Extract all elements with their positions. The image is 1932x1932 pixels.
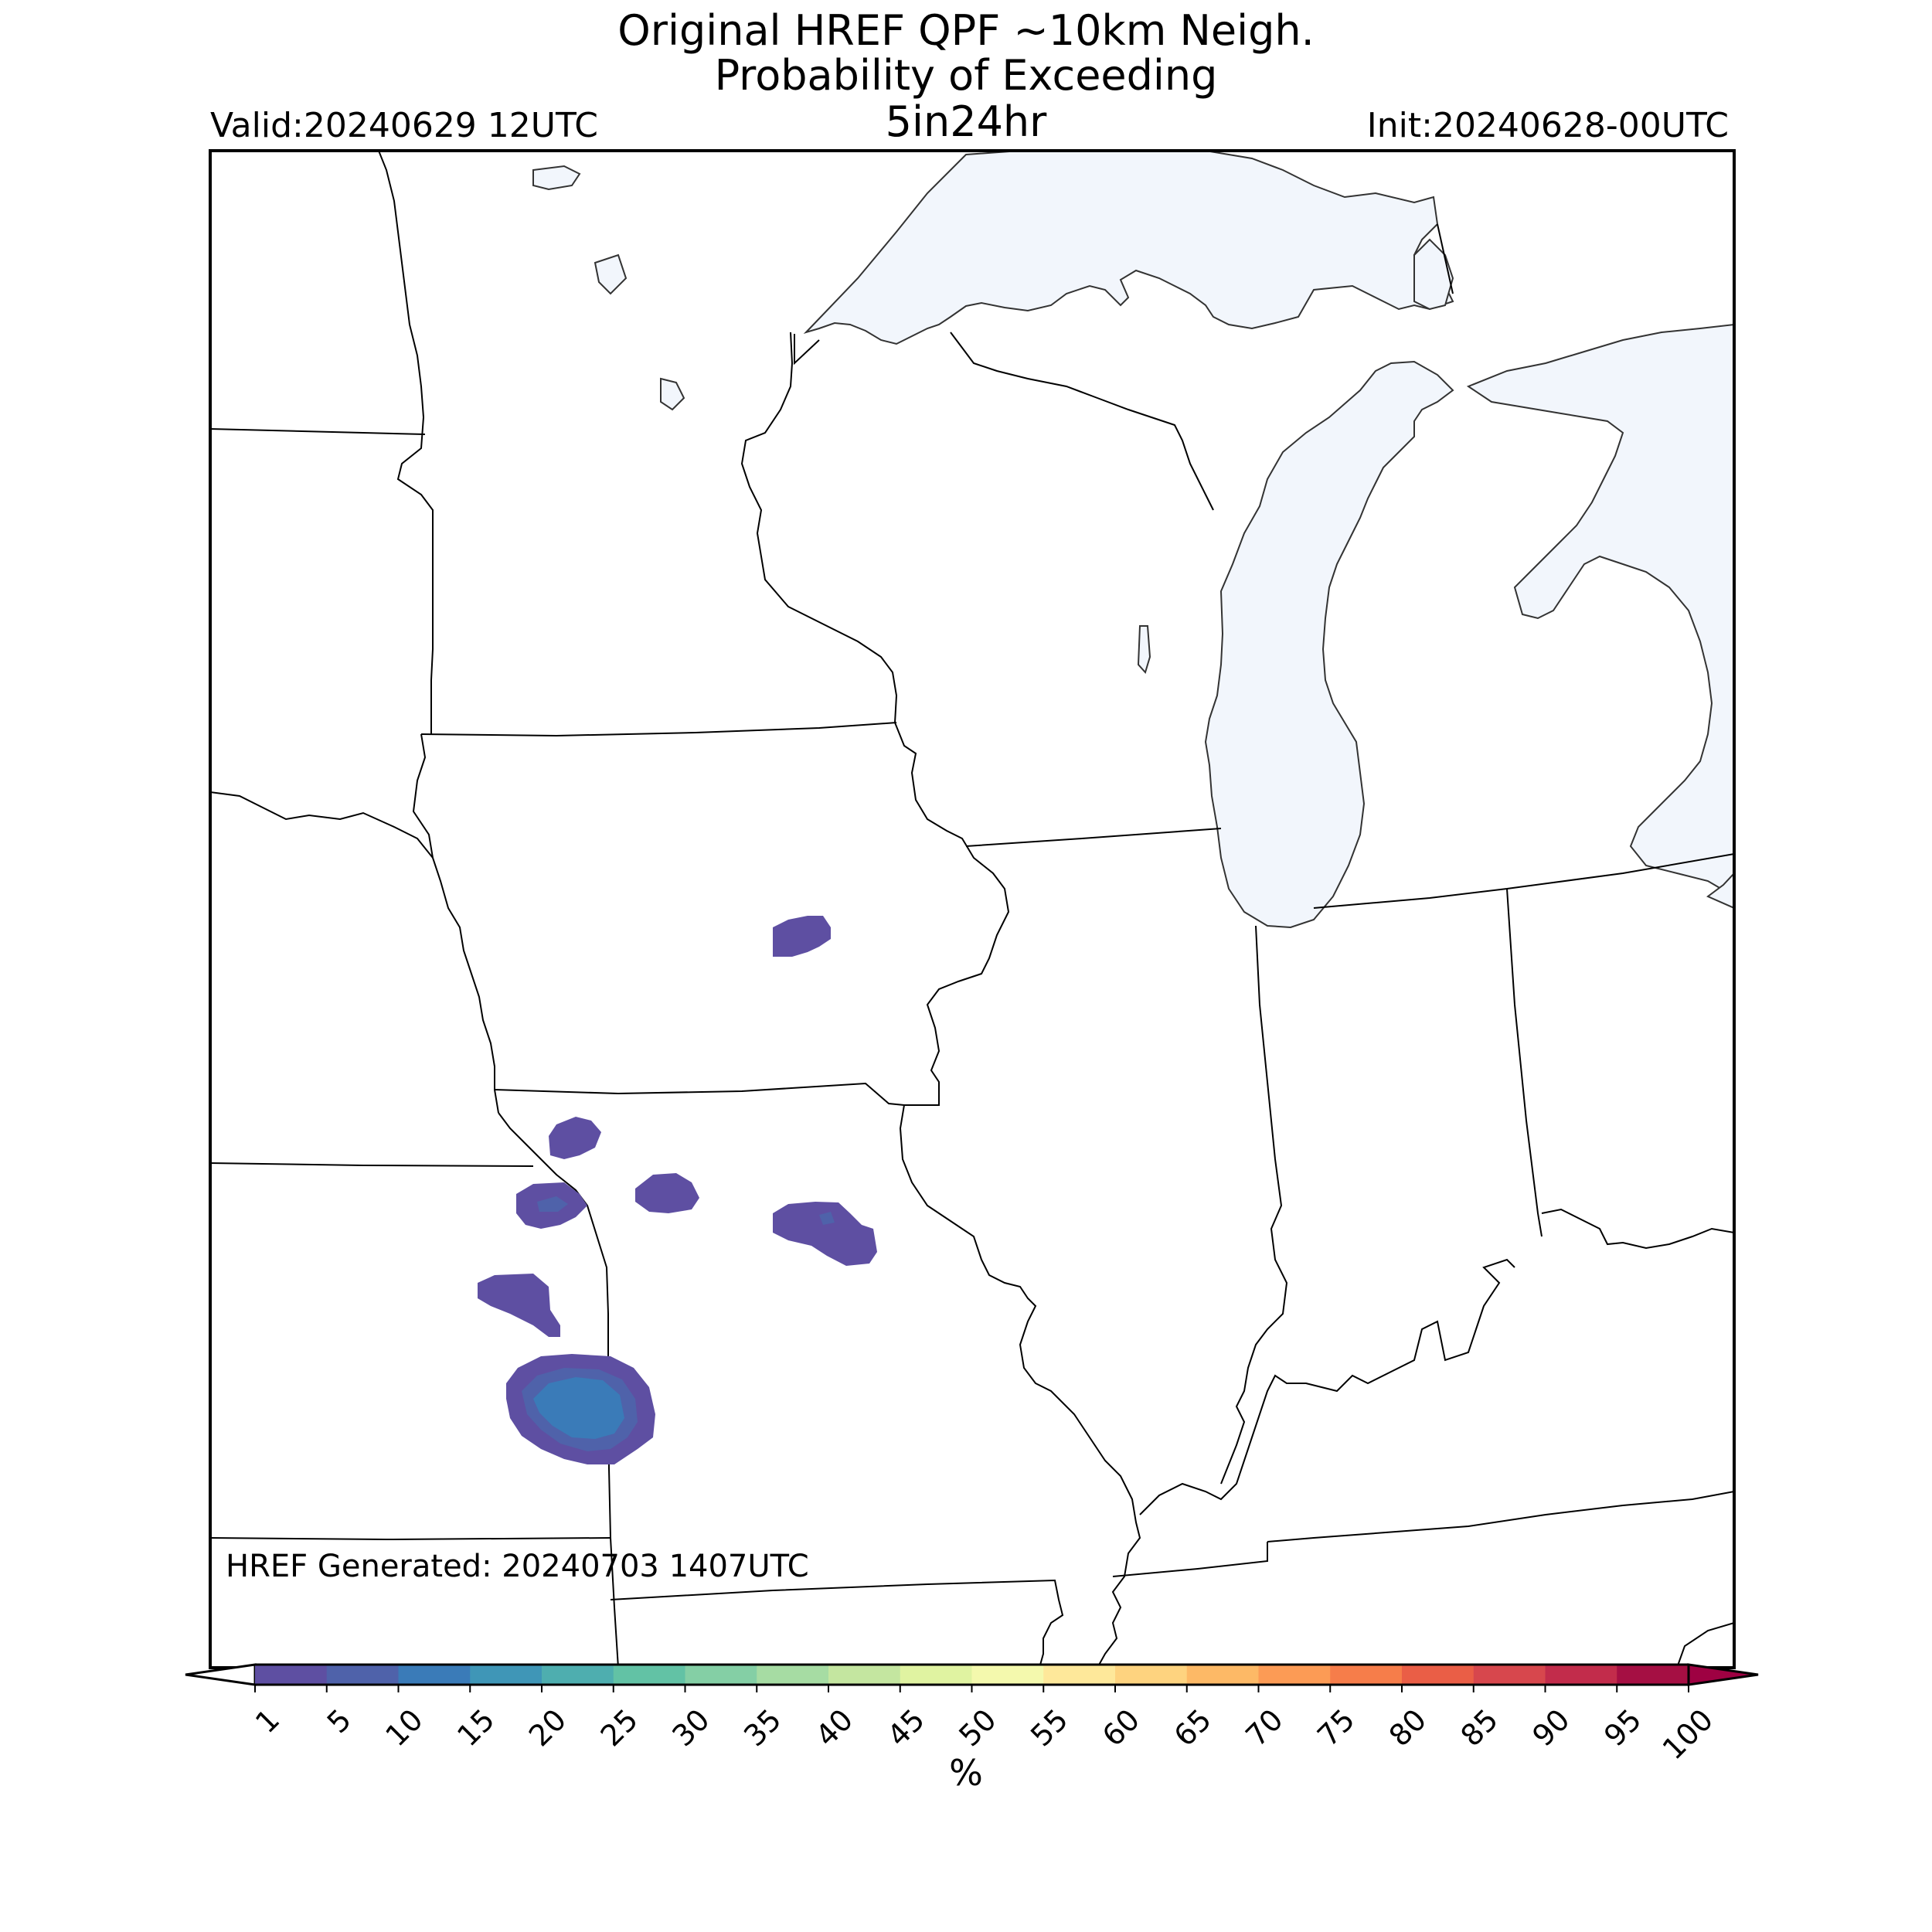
- colorbar-swatch: [398, 1665, 471, 1685]
- init-time-label: Init:20240628-00UTC: [1366, 106, 1729, 145]
- colorbar-tick-label: 35: [737, 1702, 787, 1753]
- border-ia-wi-il: [894, 722, 1010, 1106]
- prob-blob-nw-mo-inner: [537, 1196, 568, 1212]
- colorbar-tick-label: 55: [1024, 1702, 1074, 1753]
- colorbar-swatch: [1043, 1665, 1116, 1685]
- border-upper-peninsula: [950, 332, 1214, 511]
- border-ia-ne: [412, 733, 499, 1114]
- colorbar-swatch: [1115, 1665, 1188, 1685]
- border-mi-upper-right: [1437, 223, 1454, 294]
- colorbar-unit-label: %: [949, 1752, 983, 1794]
- border-nd-sd: [210, 428, 426, 435]
- colorbar-tick-label: 70: [1239, 1702, 1289, 1753]
- colorbar-tick-label: 45: [881, 1702, 931, 1753]
- lake-minnesota-3: [660, 377, 685, 411]
- colorbar-swatch: [685, 1665, 757, 1685]
- colorbar-swatch: [828, 1665, 901, 1685]
- prob-blob-e-kansas: [478, 1274, 560, 1337]
- lake-michigan: [1204, 360, 1454, 929]
- title-line-2: Probability of Exceeding: [714, 51, 1218, 100]
- border-ia-mo: [494, 1082, 905, 1106]
- prob-blob-ne-missouri: [773, 1202, 877, 1266]
- great-lakes: [532, 151, 1734, 929]
- colorbar-swatch: [1186, 1665, 1259, 1685]
- border-mo-tn: [1112, 1542, 1268, 1577]
- colorbar-tick-label: 65: [1168, 1702, 1218, 1753]
- prob-blob-central-iowa: [773, 916, 831, 957]
- lake-minnesota-1: [532, 165, 581, 191]
- border-mi-wi-upper: [794, 334, 820, 366]
- colorbar-tick-label: 1: [249, 1702, 286, 1740]
- border-ks-ok: [210, 1537, 611, 1541]
- valid-time-label: Valid:20240629 12UTC: [210, 106, 599, 145]
- state-borders: [210, 151, 1734, 1668]
- colorbar-tick-label: 90: [1526, 1702, 1576, 1753]
- colorbar-tick-label: 60: [1096, 1702, 1146, 1753]
- border-ne-mo-river: [498, 1112, 619, 1668]
- title-line-3: 5in24hr: [885, 97, 1047, 146]
- colorbar-swatch: [1258, 1665, 1331, 1685]
- colorbar-swatch: [971, 1665, 1044, 1685]
- lake-superior: [803, 151, 1454, 345]
- border-tn-southeast: [1676, 1622, 1734, 1668]
- colorbar-tick-label: 40: [809, 1702, 859, 1753]
- border-mi-oh: [1506, 853, 1734, 889]
- border-il-in: [1220, 925, 1288, 1485]
- border-sd-ne-west: [210, 791, 434, 859]
- colorbar-tick-label: 25: [594, 1702, 645, 1753]
- colorbar-swatch: [1617, 1665, 1689, 1685]
- colorbar-swatch: [757, 1665, 829, 1685]
- border-oh-ky: [1541, 1208, 1734, 1250]
- border-mn-nd: [378, 151, 434, 734]
- colorbar-tick-label: 95: [1597, 1702, 1648, 1753]
- colorbar-swatch: [470, 1665, 543, 1685]
- lake-winnebago: [1137, 625, 1151, 674]
- colorbar-tick-label: 5: [321, 1702, 358, 1740]
- title-line-1: Original HREF QPF ~10km Neigh.: [617, 6, 1315, 55]
- lake-huron: [1466, 323, 1734, 898]
- border-mn-ia: [420, 722, 897, 737]
- prob-blob-nw-missouri-1: [549, 1117, 601, 1159]
- lake-minnesota-2: [594, 253, 628, 295]
- border-wi-il: [965, 828, 1222, 847]
- colorbar-swatch: [613, 1665, 685, 1685]
- colorbar-swatch: [542, 1665, 614, 1685]
- border-in-mi: [1313, 888, 1508, 909]
- colorbar-swatch: [1473, 1665, 1546, 1685]
- prob-blob-n-missouri: [635, 1173, 699, 1213]
- border-il-mo-river: [899, 1104, 1141, 1668]
- prob-blob-ne-mo-inner: [819, 1212, 835, 1225]
- colorbar-tick-label: 75: [1311, 1702, 1361, 1753]
- probability-field: [478, 916, 877, 1464]
- colorbar-tick-label: 15: [451, 1702, 501, 1753]
- generated-timestamp: HREF Generated: 20240703 1407UTC: [226, 1549, 809, 1584]
- border-il-ky: [1139, 1258, 1515, 1515]
- prob-blob-kc-core: [533, 1377, 624, 1439]
- colorbar-tick-label: 20: [522, 1702, 573, 1753]
- colorbar-swatch: [900, 1665, 972, 1685]
- border-mo-ar: [610, 1579, 1064, 1668]
- border-ne-ks: [210, 1162, 534, 1167]
- border-tn-ky: [1267, 1491, 1734, 1543]
- colorbar-swatch: [326, 1665, 399, 1685]
- colorbar-tick-label: 50: [952, 1702, 1002, 1753]
- colorbar-under-arrow: [185, 1663, 257, 1686]
- colorbar-tick-label: 10: [379, 1702, 429, 1753]
- colorbar-swatch: [1402, 1665, 1475, 1685]
- colorbar-swatch: [255, 1665, 328, 1685]
- colorbar-tick-label: 85: [1454, 1702, 1505, 1753]
- border-mn-wi: [740, 332, 898, 723]
- lake-huron-northshore: [1413, 238, 1454, 311]
- colorbar-swatch: [1330, 1665, 1403, 1685]
- lake-erie-edge: [1706, 872, 1734, 910]
- colorbar-tick-label: 30: [665, 1702, 716, 1753]
- colorbar-swatch: [1545, 1665, 1617, 1685]
- colorbar-over-arrow: [1687, 1663, 1759, 1686]
- colorbar-tick-label: 80: [1383, 1702, 1433, 1753]
- border-in-oh: [1506, 888, 1543, 1237]
